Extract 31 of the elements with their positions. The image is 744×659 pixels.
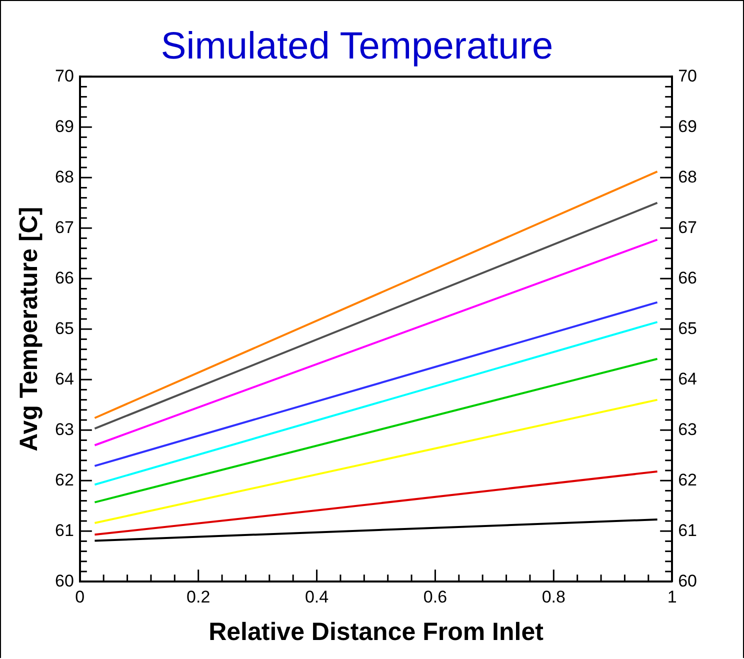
y-tick-label: 62 [54, 470, 74, 490]
y2-tick-label: 62 [678, 470, 698, 490]
y-tick-label: 60 [54, 571, 74, 590]
y-tick-label: 68 [54, 167, 74, 186]
y-tick-label: 70 [54, 66, 74, 86]
x-axis-title: Relative Distance From Inlet [208, 618, 544, 646]
y-tick-label: 67 [54, 218, 74, 237]
y-tick-label: 65 [54, 318, 74, 338]
y-axis-title: Avg Temperature [C] [14, 206, 43, 452]
y2-tick-label: 61 [678, 520, 698, 540]
x-tick-label: 1 [667, 587, 677, 606]
y2-tick-label: 66 [678, 268, 698, 288]
y-tick-label: 69 [54, 116, 74, 136]
y-tick-label: 61 [54, 520, 74, 540]
y2-tick-label: 69 [678, 116, 698, 136]
y-tick-label: 64 [54, 369, 74, 388]
y2-tick-label: 67 [678, 218, 698, 237]
y2-tick-label: 65 [678, 318, 698, 338]
x-tick-label: 0.2 [186, 587, 210, 606]
y2-tick-label: 68 [678, 167, 698, 186]
y2-tick-label: 64 [678, 369, 698, 388]
y-tick-label: 66 [54, 268, 74, 288]
x-tick-label: 0 [75, 587, 85, 606]
x-tick-label: 0.6 [423, 587, 448, 606]
y2-tick-label: 60 [678, 571, 698, 590]
x-tick-label: 0.4 [304, 587, 329, 606]
y-tick-label: 63 [54, 420, 74, 439]
y2-tick-label: 70 [678, 66, 698, 86]
chart-title: Simulated Temperature [160, 25, 554, 68]
x-tick-label: 0.8 [542, 587, 566, 606]
y2-tick-label: 63 [678, 420, 698, 439]
